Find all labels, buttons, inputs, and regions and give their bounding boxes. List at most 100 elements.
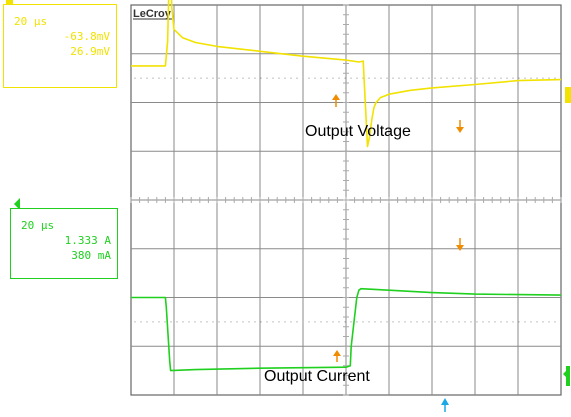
grid-dotted-marker xyxy=(242,321,244,323)
grid-dotted-marker xyxy=(134,321,136,323)
grid-dotted-marker xyxy=(266,321,268,323)
grid-dotted-marker xyxy=(554,321,556,323)
ch4-offset: 1.333 A xyxy=(64,234,111,247)
grid-dotted-marker xyxy=(218,77,220,79)
grid-dotted-marker xyxy=(350,77,352,79)
grid-dotted-marker xyxy=(278,77,280,79)
grid-dotted-marker xyxy=(446,77,448,79)
grid-dotted-marker xyxy=(182,321,184,323)
grid-dotted-marker xyxy=(482,321,484,323)
ch1-readout-box: 20 µs -63.8mV 26.9mV xyxy=(3,4,117,88)
grid-dotted-marker xyxy=(284,77,286,79)
grid-dotted-marker xyxy=(296,77,298,79)
grid-dotted-marker xyxy=(482,77,484,79)
grid-dotted-marker xyxy=(344,321,346,323)
grid-dotted-marker xyxy=(206,77,208,79)
grid-dotted-marker xyxy=(332,77,334,79)
grid-dotted-marker xyxy=(230,321,232,323)
grid-dotted-marker xyxy=(410,321,412,323)
grid-dotted-marker xyxy=(290,77,292,79)
grid-dotted-marker xyxy=(302,77,304,79)
ch4-scale: 380 mA xyxy=(71,249,111,262)
grid-dotted-marker xyxy=(374,77,376,79)
cursor-arrow-down-voltage xyxy=(456,120,464,133)
grid-dotted-marker xyxy=(182,77,184,79)
grid-dotted-marker xyxy=(416,77,418,79)
grid-dotted-marker xyxy=(476,77,478,79)
grid-dotted-marker xyxy=(224,77,226,79)
grid-dotted-marker xyxy=(518,77,520,79)
grid-dotted-marker xyxy=(188,321,190,323)
trigger-position-arrow xyxy=(441,398,449,412)
grid-dotted-marker xyxy=(200,77,202,79)
grid-dotted-marker xyxy=(422,77,424,79)
grid-dotted-marker xyxy=(272,77,274,79)
grid-dotted-marker xyxy=(398,77,400,79)
grid-dotted-marker xyxy=(212,321,214,323)
grid-dotted-marker xyxy=(332,321,334,323)
grid-dotted-marker xyxy=(290,321,292,323)
grid-dotted-marker xyxy=(308,321,310,323)
cursor-arrows xyxy=(332,94,464,362)
ch1-timebase: 20 µs xyxy=(14,15,48,28)
grid-dotted-marker xyxy=(224,321,226,323)
grid-dotted-marker xyxy=(530,321,532,323)
grid-dotted-marker xyxy=(542,77,544,79)
ch4-readout-box: 20 µs 1.333 A 380 mA xyxy=(10,208,118,279)
grid-dotted-marker xyxy=(260,321,262,323)
grid-dotted-marker xyxy=(194,77,196,79)
grid-dotted-marker xyxy=(476,321,478,323)
grid-dotted-marker xyxy=(260,77,262,79)
grid-dotted-marker xyxy=(428,77,430,79)
grid-dotted-marker xyxy=(416,321,418,323)
grid-dotted-marker xyxy=(500,77,502,79)
grid-dotted-marker xyxy=(254,321,256,323)
grid-dotted-marker xyxy=(320,321,322,323)
grid-dotted-marker xyxy=(176,321,178,323)
grid-dotted-marker xyxy=(554,77,556,79)
grid-dotted-marker xyxy=(380,321,382,323)
grid-dotted-marker xyxy=(494,321,496,323)
grid-dotted-marker xyxy=(506,321,508,323)
grid-dotted-marker xyxy=(236,321,238,323)
grid-dotted-marker xyxy=(434,321,436,323)
grid-dotted-marker xyxy=(344,77,346,79)
grid-dotted-marker xyxy=(356,321,358,323)
grid-dotted-marker xyxy=(440,321,442,323)
grid-dotted-marker xyxy=(428,321,430,323)
grid-dotted-marker xyxy=(458,77,460,79)
grid-dotted-marker xyxy=(512,321,514,323)
grid-dotted-marker xyxy=(218,321,220,323)
grid-dotted-marker xyxy=(188,77,190,79)
grid-dotted-marker xyxy=(164,321,166,323)
grid-dotted-marker xyxy=(488,321,490,323)
grid-dotted-marker xyxy=(422,321,424,323)
ch1-right-marker xyxy=(565,87,571,103)
grid-dotted-marker xyxy=(506,77,508,79)
grid-dotted-marker xyxy=(200,321,202,323)
grid-dotted-marker xyxy=(536,77,538,79)
grid-dotted-marker xyxy=(404,77,406,79)
label-output-voltage: Output Voltage xyxy=(305,123,411,140)
grid-dotted-marker xyxy=(518,321,520,323)
grid-dotted-marker xyxy=(338,77,340,79)
grid-dotted-marker xyxy=(146,321,148,323)
grid-dotted-marker xyxy=(524,321,526,323)
grid-dotted-marker xyxy=(296,321,298,323)
grid-dotted-marker xyxy=(170,321,172,323)
grid-dotted-marker xyxy=(278,321,280,323)
grid-dotted-marker xyxy=(392,77,394,79)
grid-dotted-marker xyxy=(242,77,244,79)
trace-output-voltage xyxy=(131,0,562,148)
ch4-right-marker xyxy=(563,366,570,386)
grid-dotted-marker xyxy=(548,77,550,79)
grid-dotted-marker xyxy=(338,321,340,323)
grid-dotted-marker xyxy=(404,321,406,323)
grid-dotted-marker xyxy=(392,321,394,323)
grid-dotted-marker xyxy=(458,321,460,323)
grid-dotted-marker xyxy=(470,77,472,79)
grid-dotted-marker xyxy=(272,321,274,323)
grid-dotted-marker xyxy=(284,321,286,323)
grid-dotted-marker xyxy=(236,77,238,79)
